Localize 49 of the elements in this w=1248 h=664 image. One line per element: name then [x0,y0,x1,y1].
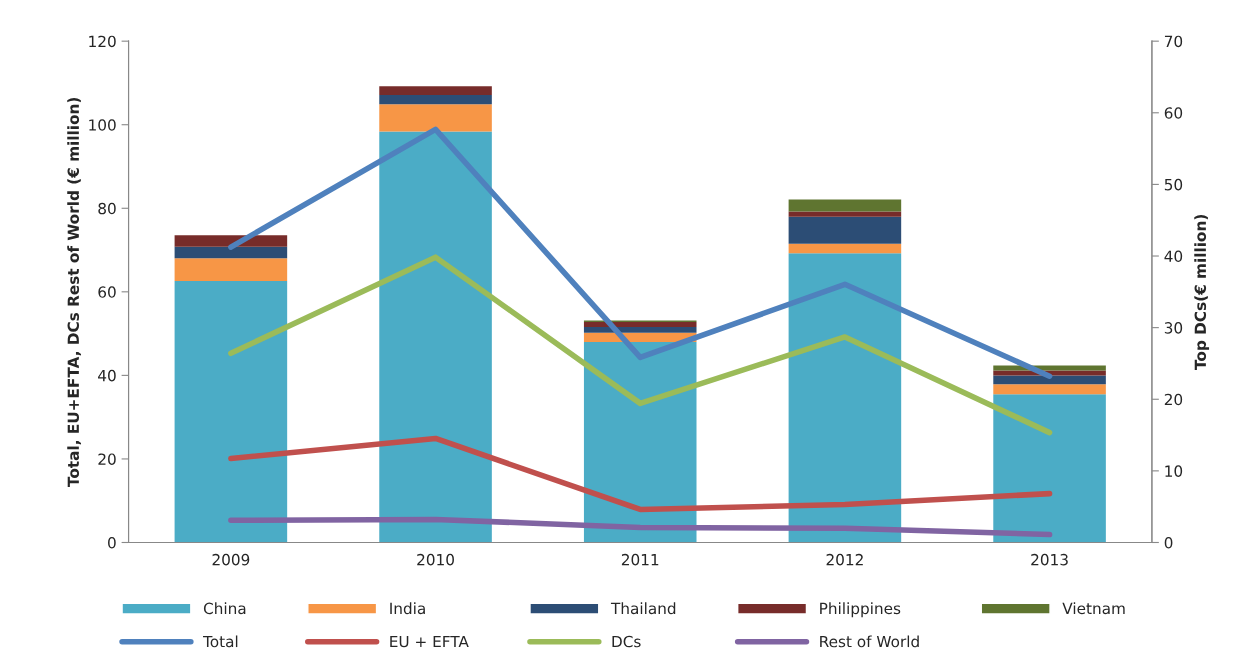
bar [379,104,492,132]
bar [788,253,902,543]
bar [174,246,288,259]
y2-tick-label: 0 [1164,536,1173,549]
y2-tick-label: 40 [1164,250,1183,263]
bar [583,321,697,327]
legend-label: Vietnam [1062,602,1125,615]
bar [174,281,288,543]
bar [788,211,902,217]
y-tick-label: 20 [98,453,116,465]
legend-label: India [390,602,425,615]
y-axis-title: Total, EU+EFTA, DCs Rest of World (€ million) [67,97,82,487]
bar [993,394,1106,543]
y-tick-label: 100 [89,119,116,131]
bar [379,131,492,543]
x-tick-label: 2013 [1031,553,1068,566]
bar [788,216,902,244]
y2-tick-label: 30 [1164,322,1183,334]
x-tick-label: 2010 [417,553,454,566]
y-tick-label: 60 [98,286,116,298]
legend-label: Rest of World [820,635,919,648]
legend-label: DCs [612,635,641,648]
legend-label: Total [203,635,238,648]
y-tick-label: 120 [89,35,116,48]
y-tick-label: 40 [98,369,116,382]
bar [993,384,1106,395]
y2-tick-label: 10 [1165,465,1183,477]
y-tick-label: 0 [108,536,116,549]
y2-tick-label: 20 [1164,393,1183,406]
legend-label: EU + EFTA [390,635,469,648]
y2-tick-label: 70 [1164,35,1183,48]
x-tick-label: 2011 [621,553,659,566]
bar [788,243,902,254]
legend-label: Philippines [820,602,901,618]
bar [993,375,1106,385]
legend-label: Thailand [610,602,676,615]
x-tick-label: 2012 [826,553,863,566]
bar [379,86,492,95]
bar [174,235,288,247]
legend-label: China [203,602,246,615]
y2-axis-title: Top DCs(€ million) [1194,215,1210,370]
y-tick-label: 80 [98,202,116,215]
bar [174,258,288,282]
y2-tick-label: 50 [1164,178,1183,191]
y2-tick-label: 60 [1164,107,1183,119]
bar [788,199,902,212]
bar [379,94,492,105]
x-tick-label: 2009 [212,553,250,566]
bar [583,326,697,333]
